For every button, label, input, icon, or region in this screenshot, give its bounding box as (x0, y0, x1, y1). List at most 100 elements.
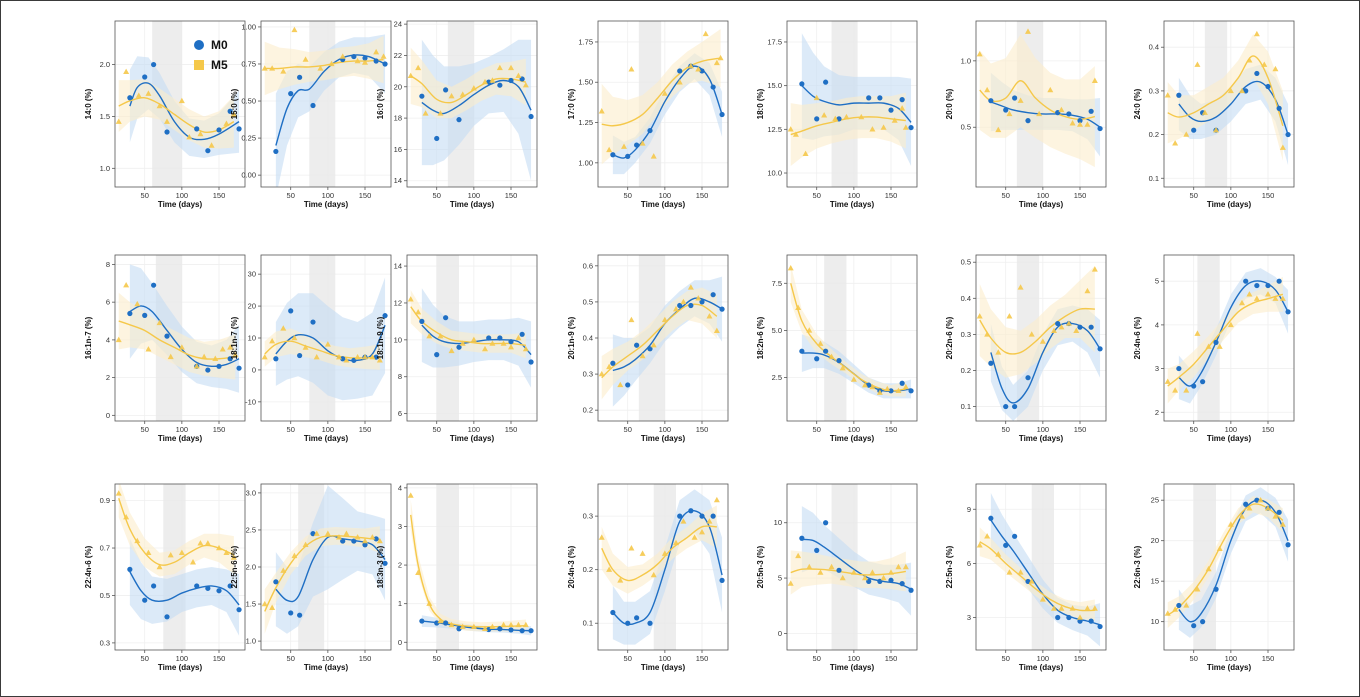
y-axis-label: 16:0 (%) (376, 88, 385, 119)
data-point-m5 (606, 146, 613, 153)
data-point-m5 (713, 59, 720, 66)
x-axis-label: Time (days) (450, 434, 495, 443)
trend-line-m5 (979, 80, 1095, 120)
data-point-m0 (456, 626, 462, 632)
data-point-m5 (291, 334, 298, 341)
y-tick-label: 0.5 (961, 123, 971, 132)
panel-13: 0.1 0.2 0.3 0.4 0.5 50 100 150 Time (days) 20:2n-… (945, 254, 1107, 443)
data-point-m5 (1017, 97, 1024, 103)
y-tick-label: 24 (394, 20, 402, 29)
confidence-band-m0 (1178, 268, 1289, 404)
data-point-m5 (787, 126, 794, 132)
data-point-m5 (362, 59, 368, 65)
y-tick-label: 2 (106, 373, 110, 382)
data-point-m5 (313, 353, 320, 360)
data-point-m5 (269, 604, 276, 610)
panel-16: 1.0 1.5 2.0 2.5 3.0 50 100 150 Time (days) 22:5n-… (230, 483, 392, 672)
data-point-m0 (519, 331, 525, 337)
data-point-m5 (676, 79, 683, 85)
y-tick-label: 0.50 (241, 97, 256, 106)
data-point-m0 (236, 126, 242, 132)
data-point-m0 (456, 117, 462, 123)
trend-line-m5 (264, 340, 380, 359)
data-point-m5 (470, 85, 477, 91)
x-tick-label: 150 (1074, 425, 1087, 434)
data-point-m5 (324, 530, 331, 536)
data-point-m5 (269, 65, 276, 71)
data-point-m0 (1025, 118, 1031, 124)
y-tick-label: 18 (394, 114, 402, 123)
y-tick-label: 8 (398, 372, 402, 381)
x-tick-label: 100 (848, 654, 861, 663)
data-point-m5 (437, 617, 444, 624)
data-point-m5 (1265, 505, 1271, 511)
data-point-m0 (988, 360, 994, 366)
y-tick-label: 0.1 (961, 402, 971, 411)
data-point-m5 (302, 344, 309, 350)
x-tick-label: 50 (1002, 425, 1010, 434)
data-point-m5 (302, 541, 309, 547)
data-point-m5 (376, 537, 383, 544)
plot-body (407, 484, 537, 650)
data-point-m5 (706, 518, 713, 524)
x-tick-label: 100 (1037, 654, 1050, 663)
panel-21: 10 15 20 25 50 100 150 Time (days) 22:6n-3 (%) (1133, 483, 1295, 672)
data-point-m5 (976, 313, 983, 319)
data-point-m5 (802, 150, 809, 156)
x-axis-label: Time (days) (304, 434, 349, 443)
data-point-m5 (1239, 87, 1245, 94)
data-point-m5 (336, 534, 342, 540)
data-point-m0 (888, 577, 894, 583)
plot-body (1164, 255, 1294, 421)
data-point-m5 (515, 621, 522, 628)
data-point-m5 (317, 65, 324, 71)
data-point-m5 (1047, 86, 1054, 93)
y-tick-label: 6 (398, 409, 402, 418)
data-point-m0 (899, 97, 905, 103)
data-point-m5 (902, 563, 909, 570)
y-tick-label: 7.5 (772, 279, 782, 288)
shaded-period (436, 484, 459, 650)
y-tick-label: 0.2 (1149, 130, 1159, 139)
data-point-m5 (522, 345, 529, 352)
x-tick-label: 150 (1074, 654, 1087, 663)
data-point-m0 (634, 615, 640, 621)
data-point-m5 (482, 345, 488, 352)
x-axis-label: Time (days) (304, 663, 349, 672)
y-tick-label: 1.75 (578, 37, 593, 46)
data-point-m0 (310, 102, 316, 109)
y-axis-label: 20:0 (%) (945, 88, 954, 119)
data-point-m5 (328, 60, 335, 67)
plot-body (407, 21, 537, 187)
plot-frame (260, 20, 392, 188)
plot-frame (786, 483, 918, 651)
panel-14: 2 3 4 5 50 100 150 Time (days) 20:4n-6 (%) (1133, 254, 1295, 443)
panel-15: 0.3 0.5 0.7 0.9 50 100 150 Time (days) 22:4n-6 (… (84, 483, 246, 672)
y-tick-label: 2.5 (246, 525, 256, 534)
plot-body (115, 484, 245, 650)
data-point-m5 (448, 347, 455, 354)
data-point-m0 (823, 348, 829, 354)
data-point-m5 (167, 551, 174, 558)
y-tick-label: 0.1 (583, 619, 593, 628)
data-point-m5 (380, 53, 387, 59)
data-point-m0 (1077, 324, 1083, 330)
plot-body (261, 21, 391, 187)
data-point-m0 (799, 81, 805, 87)
data-point-m0 (528, 359, 534, 365)
data-point-m5 (339, 53, 346, 59)
data-point-m5 (628, 66, 635, 72)
data-point-m5 (197, 540, 204, 546)
plot-body (787, 484, 917, 650)
confidence-band-m0 (129, 538, 240, 636)
data-point-m5 (426, 600, 433, 606)
data-point-m5 (230, 111, 237, 117)
x-axis-label: Time (days) (158, 434, 203, 443)
data-point-m5 (702, 30, 709, 37)
x-tick-label: 100 (322, 191, 335, 200)
data-point-m5 (787, 580, 794, 586)
trend-line-m5 (118, 97, 235, 133)
plot-body (598, 21, 728, 187)
data-point-m0 (1097, 125, 1103, 132)
